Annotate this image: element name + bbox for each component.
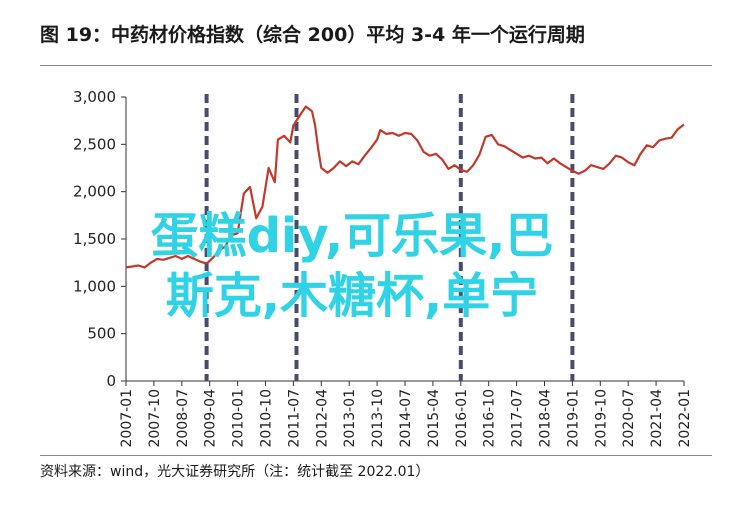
x-tick-label: 2016-01 (454, 389, 470, 448)
y-tick-label: 1,500 (73, 230, 116, 248)
x-tick-label: 2016-10 (482, 389, 498, 448)
x-tick-label: 2010-10 (259, 389, 275, 448)
x-tick-label: 2009-04 (203, 389, 219, 448)
x-tick-label: 2013-01 (342, 389, 358, 448)
x-tick-label: 2008-07 (175, 389, 191, 448)
x-tick-label: 2007-01 (119, 389, 135, 448)
price-index-line (125, 105, 685, 269)
y-tick-label: 500 (87, 325, 116, 343)
x-tick-label: 2013-10 (370, 389, 386, 448)
x-tick-label: 2019-10 (593, 389, 609, 448)
x-tick-label: 2017-07 (510, 389, 526, 448)
x-tick-label: 2012-04 (314, 389, 330, 448)
x-tick-label: 2019-01 (565, 389, 581, 448)
footer-divider (40, 455, 712, 456)
x-tick-label: 2014-07 (398, 389, 414, 448)
x-tick-label: 2011-07 (286, 389, 302, 448)
y-tick-label: 1,000 (73, 277, 116, 295)
source-note: 资料来源：wind，光大证券研究所（注：统计截至 2022.01） (40, 464, 430, 480)
x-tick-label: 2021-04 (649, 389, 665, 448)
page-title: 图 19：中药材价格指数（综合 200）平均 3-4 年一个运行周期 (40, 24, 585, 46)
x-tick-label: 2020-07 (621, 389, 637, 448)
title-divider (40, 65, 712, 66)
x-tick-label: 2015-04 (426, 389, 442, 448)
y-tick-label: 3,000 (73, 88, 116, 106)
x-tick-label: 2022-01 (677, 389, 693, 448)
y-tick-label: 2,000 (73, 183, 116, 201)
y-tick-label: 2,500 (73, 135, 116, 153)
x-tick-label: 2018-04 (538, 389, 554, 448)
y-tick-label: 0 (106, 372, 116, 390)
x-tick-label: 2010-01 (231, 389, 247, 448)
x-tick-label: 2007-10 (147, 389, 163, 448)
